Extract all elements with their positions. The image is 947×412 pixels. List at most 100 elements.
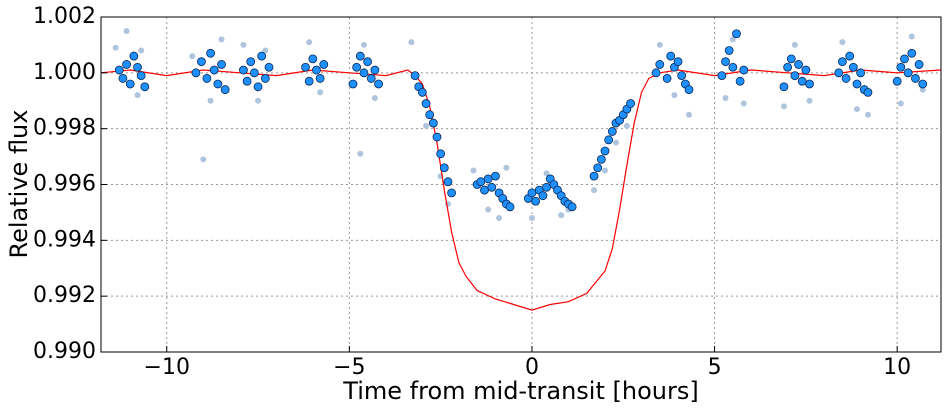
data-point: [841, 74, 851, 83]
data-point: [724, 46, 734, 55]
data-point: [432, 132, 442, 142]
data-point: [218, 36, 225, 43]
data-point: [136, 71, 146, 81]
data-point: [260, 74, 270, 83]
data-point: [122, 60, 131, 69]
y-tick-label: 0.994: [33, 227, 96, 252]
data-point: [480, 185, 489, 195]
data-point: [439, 163, 449, 173]
data-point: [739, 65, 749, 75]
data-point: [856, 68, 866, 78]
data-point: [914, 60, 924, 69]
data-point: [567, 202, 577, 212]
data-point: [217, 60, 226, 69]
data-point: [735, 76, 745, 86]
data-point: [312, 65, 321, 75]
data-point: [319, 60, 329, 69]
data-point: [421, 99, 431, 108]
data-point: [371, 94, 378, 101]
data-point: [903, 68, 913, 78]
data-point: [505, 202, 515, 212]
x-tick-label: −5: [333, 355, 365, 380]
data-point: [496, 215, 503, 221]
data-point: [197, 57, 206, 67]
data-point: [374, 79, 383, 89]
data-point: [662, 74, 672, 83]
data-point: [805, 79, 814, 89]
y-tick-label: 0.998: [33, 116, 96, 141]
data-point: [370, 65, 380, 75]
data-point: [262, 47, 269, 54]
data-point: [447, 188, 457, 198]
y-tick-label: 0.996: [33, 172, 96, 197]
data-point: [425, 110, 435, 120]
data-point: [417, 87, 427, 97]
data-point: [317, 89, 324, 96]
data-point: [485, 206, 492, 213]
data-point: [355, 51, 365, 61]
data-point: [651, 68, 661, 78]
data-point: [722, 94, 729, 101]
data-point: [543, 170, 550, 177]
data-point: [133, 62, 142, 72]
x-tick-label: 10: [883, 355, 911, 380]
data-point: [626, 99, 635, 108]
data-point: [600, 146, 610, 156]
data-point: [854, 106, 860, 113]
data-point: [240, 41, 247, 48]
data-point: [301, 62, 310, 72]
data-point: [852, 79, 862, 89]
data-point: [366, 74, 376, 83]
data-point: [806, 97, 813, 104]
data-point: [837, 57, 847, 67]
data-point: [348, 79, 358, 89]
data-point: [656, 41, 663, 48]
data-point: [655, 60, 665, 69]
data-point: [779, 82, 789, 92]
data-point: [443, 177, 453, 187]
data-point: [607, 127, 617, 136]
data-point: [892, 76, 902, 86]
data-point: [740, 100, 747, 107]
data-point: [918, 79, 928, 89]
data-point: [360, 41, 367, 48]
model-line: [101, 69, 941, 311]
data-point: [123, 27, 130, 34]
data-point: [786, 54, 796, 64]
data-point: [129, 51, 139, 61]
data-point: [911, 74, 920, 83]
data-point: [253, 82, 263, 92]
data-point: [602, 167, 608, 174]
data-point: [200, 156, 207, 163]
data-point: [357, 150, 364, 157]
data-point: [428, 118, 438, 128]
data-point: [908, 33, 915, 40]
data-point: [791, 41, 798, 48]
data-point: [491, 171, 500, 181]
y-tick-label: 1.002: [33, 4, 96, 29]
data-point: [593, 163, 603, 173]
data-point: [604, 135, 614, 145]
data-point: [900, 54, 909, 64]
data-point: [483, 174, 493, 184]
data-point: [408, 39, 415, 46]
x-tick-label: 0: [525, 355, 539, 380]
grid: [101, 16, 941, 353]
data-point: [717, 71, 727, 81]
data-point: [315, 74, 325, 83]
data-point: [673, 57, 683, 67]
data-point: [112, 44, 119, 51]
data-point: [780, 103, 787, 110]
data-point: [189, 53, 196, 60]
data-point: [138, 47, 145, 54]
x-tick-label: 5: [708, 355, 722, 380]
data-point: [255, 97, 262, 104]
data-point: [666, 51, 676, 61]
data-point: [897, 100, 904, 107]
data-point: [503, 164, 510, 171]
data-point: [191, 68, 201, 78]
y-tick-label: 0.992: [33, 283, 96, 308]
data-point: [209, 65, 219, 75]
data-point: [834, 68, 844, 78]
x-tick-label: −10: [144, 355, 190, 380]
